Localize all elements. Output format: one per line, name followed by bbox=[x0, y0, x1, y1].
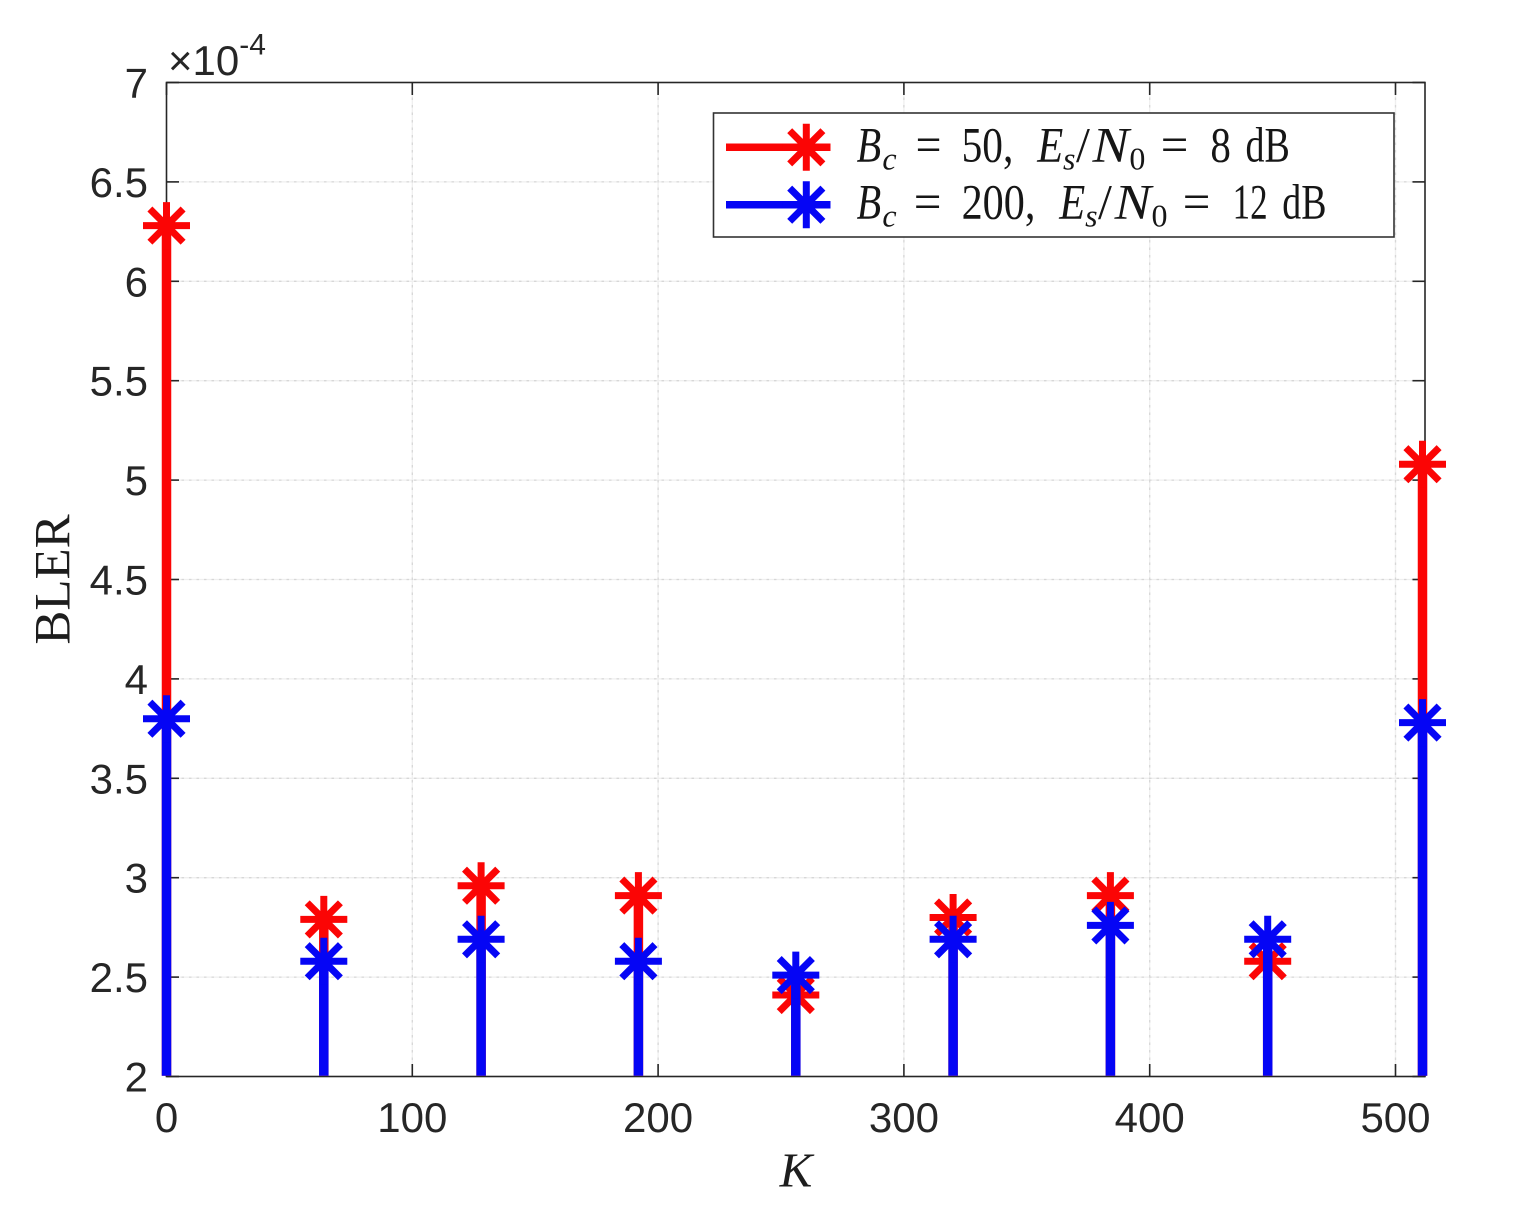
svg-text:0: 0 bbox=[1152, 198, 1168, 234]
svg-text:6: 6 bbox=[125, 258, 148, 305]
svg-text:B: B bbox=[857, 117, 882, 173]
svg-text:E: E bbox=[1036, 117, 1063, 173]
svg-text:/: / bbox=[1098, 174, 1112, 230]
svg-text:300: 300 bbox=[869, 1094, 939, 1141]
svg-text:=: = bbox=[1161, 117, 1189, 173]
svg-text:c: c bbox=[882, 198, 896, 234]
svg-text:2: 2 bbox=[125, 1054, 148, 1101]
svg-text:8: 8 bbox=[1210, 117, 1231, 173]
svg-text:=: = bbox=[914, 174, 942, 230]
svg-text:=: = bbox=[916, 117, 942, 173]
svg-text:2.5: 2.5 bbox=[90, 954, 148, 1001]
svg-text:400: 400 bbox=[1115, 1094, 1185, 1141]
svg-text:=: = bbox=[1183, 174, 1211, 230]
svg-text:dB: dB bbox=[1246, 117, 1290, 173]
svg-text:0: 0 bbox=[155, 1094, 178, 1141]
svg-text:c: c bbox=[882, 141, 896, 177]
svg-text:200: 200 bbox=[623, 1094, 693, 1141]
svg-text:7: 7 bbox=[125, 60, 148, 107]
svg-text:3: 3 bbox=[125, 855, 148, 902]
svg-text:N: N bbox=[1091, 117, 1131, 173]
svg-text:0: 0 bbox=[1129, 141, 1145, 177]
svg-text:50,: 50, bbox=[962, 117, 1014, 173]
svg-text:/: / bbox=[1076, 117, 1090, 173]
svg-text:12: 12 bbox=[1233, 174, 1268, 230]
svg-text:3.5: 3.5 bbox=[90, 755, 148, 802]
svg-text:BLER: BLER bbox=[26, 514, 82, 644]
svg-text:500: 500 bbox=[1360, 1094, 1430, 1141]
svg-text:dB: dB bbox=[1282, 174, 1326, 230]
svg-text:5.5: 5.5 bbox=[90, 358, 148, 405]
svg-text:N: N bbox=[1114, 174, 1154, 230]
svg-text:4: 4 bbox=[125, 656, 148, 703]
svg-text:200,: 200, bbox=[962, 174, 1036, 230]
svg-text:6.5: 6.5 bbox=[90, 159, 148, 206]
svg-text:5: 5 bbox=[125, 457, 148, 504]
svg-text:s: s bbox=[1085, 198, 1097, 234]
svg-text:E: E bbox=[1058, 174, 1085, 230]
svg-text:K: K bbox=[779, 1143, 815, 1198]
svg-text:s: s bbox=[1063, 141, 1075, 177]
svg-text:100: 100 bbox=[377, 1094, 447, 1141]
svg-text:B: B bbox=[857, 174, 882, 230]
svg-text:4.5: 4.5 bbox=[90, 557, 148, 604]
